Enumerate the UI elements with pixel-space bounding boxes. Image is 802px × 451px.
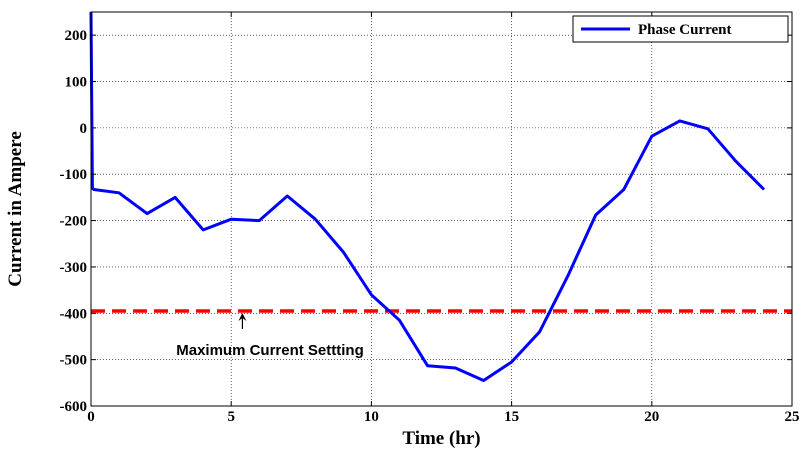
y-tick-label: -300	[60, 260, 88, 276]
y-axis-ticks: 200 100 0 -100 -200 -300 -400 -500 -600	[60, 28, 792, 415]
x-axis-label: Time (hr)	[402, 428, 480, 449]
annotation-text: Maximum Current Settting	[176, 342, 364, 359]
x-tick-label: 25	[785, 409, 800, 425]
y-tick-label: -400	[60, 306, 88, 322]
legend-label-phase-current: Phase Current	[638, 22, 731, 38]
legend-box	[572, 15, 789, 43]
x-axis-ticks: 0 5 10 15 20 25	[87, 12, 800, 425]
y-tick-label: -200	[60, 214, 88, 230]
y-tick-label: -500	[60, 353, 88, 369]
y-tick-label: 100	[65, 75, 88, 91]
y-tick-label: -600	[60, 399, 88, 415]
x-tick-label: 0	[87, 409, 95, 425]
plot-frame	[90, 11, 793, 407]
x-tick-label: 15	[504, 409, 519, 425]
series-line-phase-current	[89, 11, 766, 382]
annotation: Maximum Current Settting	[176, 312, 364, 359]
x-tick-label: 20	[644, 409, 659, 425]
annotation-arrow-head	[238, 312, 247, 321]
legend: Phase Current	[572, 15, 789, 43]
y-axis-label: Current in Ampere	[5, 131, 26, 287]
x-tick-label: 5	[227, 409, 235, 425]
series-lines	[89, 11, 766, 382]
y-tick-label: 0	[80, 121, 88, 137]
y-tick-label: 200	[65, 28, 88, 44]
y-tick-label: -100	[60, 167, 88, 183]
x-tick-label: 10	[364, 409, 379, 425]
